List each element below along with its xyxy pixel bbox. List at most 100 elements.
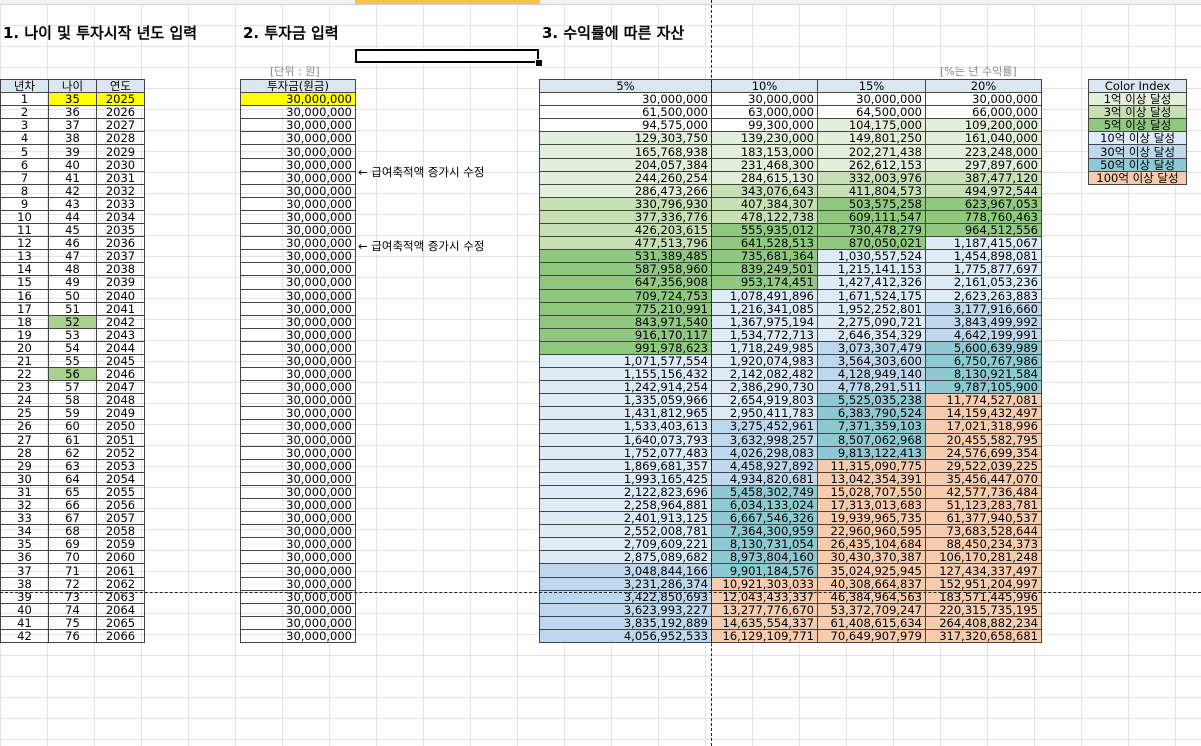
cell-rate-20[interactable]: 11,774,527,081 — [925, 393, 1042, 408]
cell-rate-10[interactable]: 99,300,000 — [711, 118, 818, 133]
cell-rate-20[interactable]: 297,897,600 — [925, 157, 1042, 172]
cell-rate-5[interactable]: 204,057,384 — [539, 157, 712, 172]
cell-age[interactable]: 54 — [48, 340, 97, 355]
cell-rate-20[interactable]: 109,200,000 — [925, 118, 1042, 133]
cell-age[interactable]: 40 — [48, 157, 97, 172]
cell-rate-5[interactable]: 916,170,117 — [539, 327, 712, 342]
cell-age[interactable]: 55 — [48, 353, 97, 369]
cell-year-no[interactable]: 38 — [0, 576, 49, 591]
cell-investment[interactable]: 30,000,000 — [240, 288, 356, 303]
cell-year[interactable]: 2049 — [96, 406, 145, 421]
cell-rate-5[interactable]: 1,155,156,432 — [539, 367, 712, 382]
cell-age[interactable]: 50 — [48, 288, 97, 303]
cell-year-no[interactable]: 31 — [0, 484, 49, 500]
cell-year[interactable]: 2054 — [96, 471, 145, 486]
cell-rate-5[interactable]: 2,552,008,781 — [539, 524, 712, 539]
cell-rate-20[interactable]: 964,512,556 — [925, 223, 1042, 238]
cell-rate-20[interactable]: 6,750,767,986 — [925, 353, 1042, 369]
cell-rate-10[interactable]: 284,615,130 — [711, 170, 818, 185]
cell-year-no[interactable]: 39 — [0, 589, 49, 604]
cell-age[interactable]: 68 — [48, 524, 97, 539]
cell-rate-20[interactable]: 5,600,639,989 — [925, 340, 1042, 355]
cell-year-no[interactable]: 21 — [0, 353, 49, 369]
cell-investment[interactable]: 30,000,000 — [240, 92, 356, 107]
cell-rate-5[interactable]: 2,709,609,221 — [539, 537, 712, 552]
cell-rate-10[interactable]: 4,458,927,892 — [711, 458, 818, 473]
cell-rate-10[interactable]: 8,973,804,160 — [711, 550, 818, 565]
cell-rate-10[interactable]: 1,078,491,896 — [711, 288, 818, 303]
cell-investment[interactable]: 30,000,000 — [240, 157, 356, 172]
cell-age[interactable]: 58 — [48, 393, 97, 408]
cell-rate-20[interactable]: 24,576,699,354 — [925, 445, 1042, 460]
cell-rate-5[interactable]: 1,752,077,483 — [539, 445, 712, 460]
cell-rate-5[interactable]: 426,203,615 — [539, 223, 712, 238]
cell-rate-20[interactable]: 161,040,000 — [925, 131, 1042, 146]
cell-rate-20[interactable]: 51,123,283,781 — [925, 497, 1042, 513]
cell-rate-15[interactable]: 61,408,615,634 — [817, 615, 926, 630]
cell-investment[interactable]: 30,000,000 — [240, 497, 356, 513]
cell-age[interactable]: 67 — [48, 511, 97, 526]
cell-year[interactable]: 2032 — [96, 183, 145, 198]
cell-rate-5[interactable]: 3,048,844,166 — [539, 563, 712, 578]
color-index-item[interactable]: 1억 이상 달성 — [1088, 92, 1187, 107]
cell-rate-15[interactable]: 1,952,252,801 — [817, 301, 926, 316]
cell-year[interactable]: 2040 — [96, 288, 145, 303]
cell-rate-15[interactable]: 26,435,104,684 — [817, 537, 926, 552]
cell-investment[interactable]: 30,000,000 — [240, 419, 356, 434]
cell-age[interactable]: 47 — [48, 249, 97, 264]
cell-rate-20[interactable]: 17,021,318,996 — [925, 419, 1042, 434]
cell-year[interactable]: 2036 — [96, 236, 145, 251]
cell-year-no[interactable]: 32 — [0, 497, 49, 513]
cell-rate-5[interactable]: 1,993,165,425 — [539, 471, 712, 486]
cell-rate-20[interactable]: 106,170,281,248 — [925, 550, 1042, 565]
cell-rate-5[interactable]: 1,335,059,966 — [539, 393, 712, 408]
cell-year-no[interactable]: 18 — [0, 314, 49, 329]
cell-investment[interactable]: 30,000,000 — [240, 380, 356, 395]
cell-rate-5[interactable]: 129,303,750 — [539, 131, 712, 146]
cell-age[interactable]: 69 — [48, 537, 97, 552]
cell-rate-5[interactable]: 647,356,908 — [539, 275, 712, 290]
cell-year[interactable]: 2033 — [96, 196, 145, 211]
cell-rate-10[interactable]: 13,277,776,670 — [711, 602, 818, 617]
cell-year[interactable]: 2046 — [96, 367, 145, 382]
cell-year-no[interactable]: 42 — [0, 628, 49, 644]
cell-rate-5[interactable]: 61,500,000 — [539, 105, 712, 120]
cell-rate-15[interactable]: 17,313,013,683 — [817, 497, 926, 513]
cell-rate-10[interactable]: 5,458,302,749 — [711, 484, 818, 500]
cell-rate-20[interactable]: 2,623,263,883 — [925, 288, 1042, 303]
cell-rate-15[interactable]: 11,315,090,775 — [817, 458, 926, 473]
cell-investment[interactable]: 30,000,000 — [240, 105, 356, 120]
cell-year[interactable]: 2060 — [96, 550, 145, 565]
cell-rate-10[interactable]: 2,950,411,783 — [711, 406, 818, 421]
cell-year[interactable]: 2041 — [96, 301, 145, 316]
cell-year-no[interactable]: 34 — [0, 524, 49, 539]
cell-rate-20[interactable]: 1,187,415,067 — [925, 236, 1042, 251]
cell-rate-5[interactable]: 1,640,073,793 — [539, 432, 712, 447]
cell-year-no[interactable]: 2 — [0, 105, 49, 120]
cell-year-no[interactable]: 10 — [0, 209, 49, 225]
cell-year-no[interactable]: 35 — [0, 537, 49, 552]
cell-age[interactable]: 64 — [48, 471, 97, 486]
color-index-item[interactable]: 3억 이상 달성 — [1088, 105, 1187, 120]
cell-rate-20[interactable]: 8,130,921,584 — [925, 367, 1042, 382]
cell-rate-5[interactable]: 2,401,913,125 — [539, 511, 712, 526]
cell-year[interactable]: 2043 — [96, 327, 145, 342]
cell-year-no[interactable]: 26 — [0, 419, 49, 434]
cell-age[interactable]: 73 — [48, 589, 97, 604]
cell-rate-15[interactable]: 104,175,000 — [817, 118, 926, 133]
cell-rate-20[interactable]: 61,377,940,537 — [925, 511, 1042, 526]
cell-rate-5[interactable]: 330,796,930 — [539, 196, 712, 211]
cell-year-no[interactable]: 30 — [0, 471, 49, 486]
cell-rate-10[interactable]: 953,174,451 — [711, 275, 818, 290]
cell-investment[interactable]: 30,000,000 — [240, 144, 356, 159]
cell-investment[interactable]: 30,000,000 — [240, 118, 356, 133]
cell-rate-10[interactable]: 1,216,341,085 — [711, 301, 818, 316]
color-index-item[interactable]: 50억 이상 달성 — [1088, 157, 1187, 172]
cell-age[interactable]: 56 — [48, 367, 97, 382]
cell-investment[interactable]: 30,000,000 — [240, 628, 356, 644]
color-index-item[interactable]: 100억 이상 달성 — [1088, 170, 1187, 185]
cell-year[interactable]: 2031 — [96, 170, 145, 185]
cell-rate-20[interactable]: 127,434,337,497 — [925, 563, 1042, 578]
cell-rate-20[interactable]: 42,577,736,484 — [925, 484, 1042, 500]
cell-rate-10[interactable]: 16,129,109,771 — [711, 628, 818, 644]
